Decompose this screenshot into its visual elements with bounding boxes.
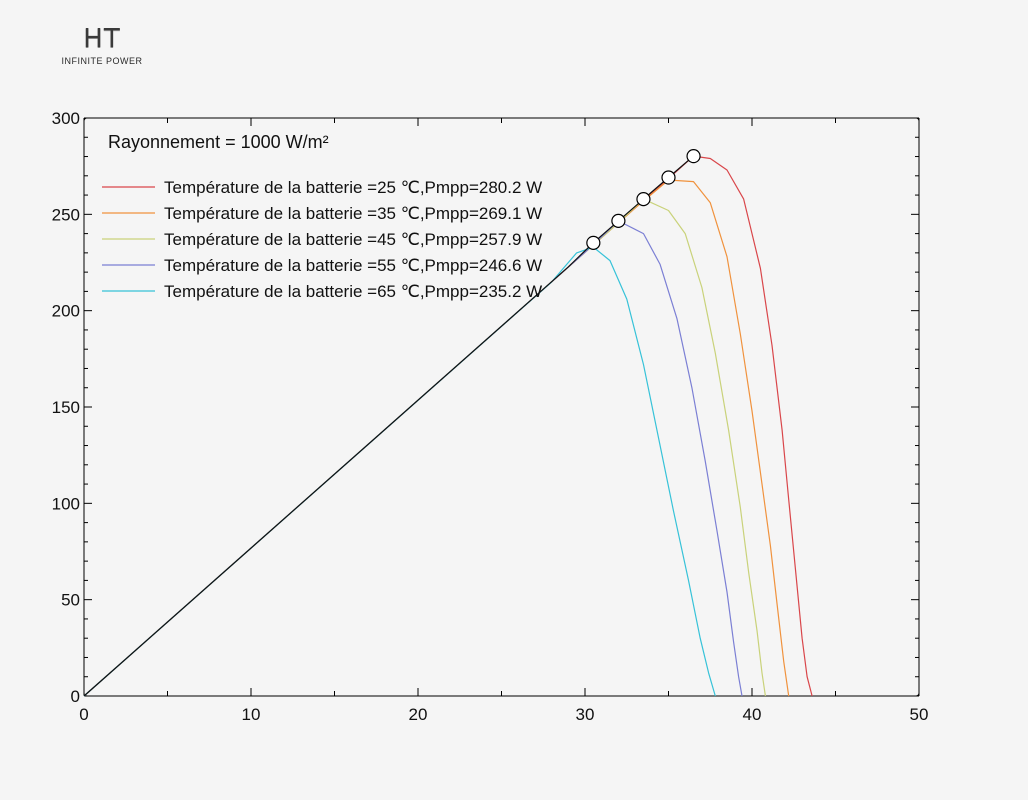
mpp-marker <box>636 192 651 207</box>
mpp-marker <box>611 213 626 228</box>
legend-entry-1: Température de la batterie =25 ℃,Pmpp=28… <box>164 178 542 197</box>
x-axis-ticks: 0 10 20 30 40 50 <box>79 705 928 724</box>
legend-entry-2: Température de la batterie =35 ℃,Pmpp=26… <box>164 204 542 223</box>
y-tick-label: 100 <box>52 494 80 513</box>
x-tick-label: 40 <box>743 705 762 724</box>
logo-mark: HT <box>83 24 121 54</box>
irradiance-annotation: Rayonnement = 1000 W/m² <box>108 132 329 152</box>
logo-tagline: INFINITE POWER <box>61 56 143 66</box>
mpp-marker <box>661 170 676 185</box>
x-tick-label: 0 <box>79 705 88 724</box>
mpp-marker <box>686 149 701 164</box>
legend-entry-3: Température de la batterie =45 ℃,Pmpp=25… <box>164 230 542 249</box>
y-tick-label: 250 <box>52 205 80 224</box>
y-tick-label: 50 <box>61 591 80 610</box>
x-tick-label: 20 <box>409 705 428 724</box>
brand-logo: HT INFINITE POWER <box>50 26 154 66</box>
y-tick-label: 0 <box>71 687 80 706</box>
series-line-5 <box>83 246 716 697</box>
legend-entry-4: Température de la batterie =55 ℃,Pmpp=24… <box>164 256 542 275</box>
legend-entry-5: Température de la batterie =65 ℃,Pmpp=23… <box>164 282 542 301</box>
minor-ticks <box>83 117 920 697</box>
y-tick-label: 150 <box>52 398 80 417</box>
x-tick-label: 50 <box>910 705 929 724</box>
mpp-marker <box>586 235 601 250</box>
x-tick-label: 10 <box>242 705 261 724</box>
y-tick-label: 300 <box>52 109 80 128</box>
y-tick-label: 200 <box>52 302 80 321</box>
legend: Rayonnement = 1000 W/m² Température de l… <box>102 132 542 301</box>
x-tick-label: 30 <box>576 705 595 724</box>
y-axis-ticks: 0 50 100 150 200 250 300 <box>52 109 80 706</box>
mpp-marker-layer <box>586 149 701 250</box>
